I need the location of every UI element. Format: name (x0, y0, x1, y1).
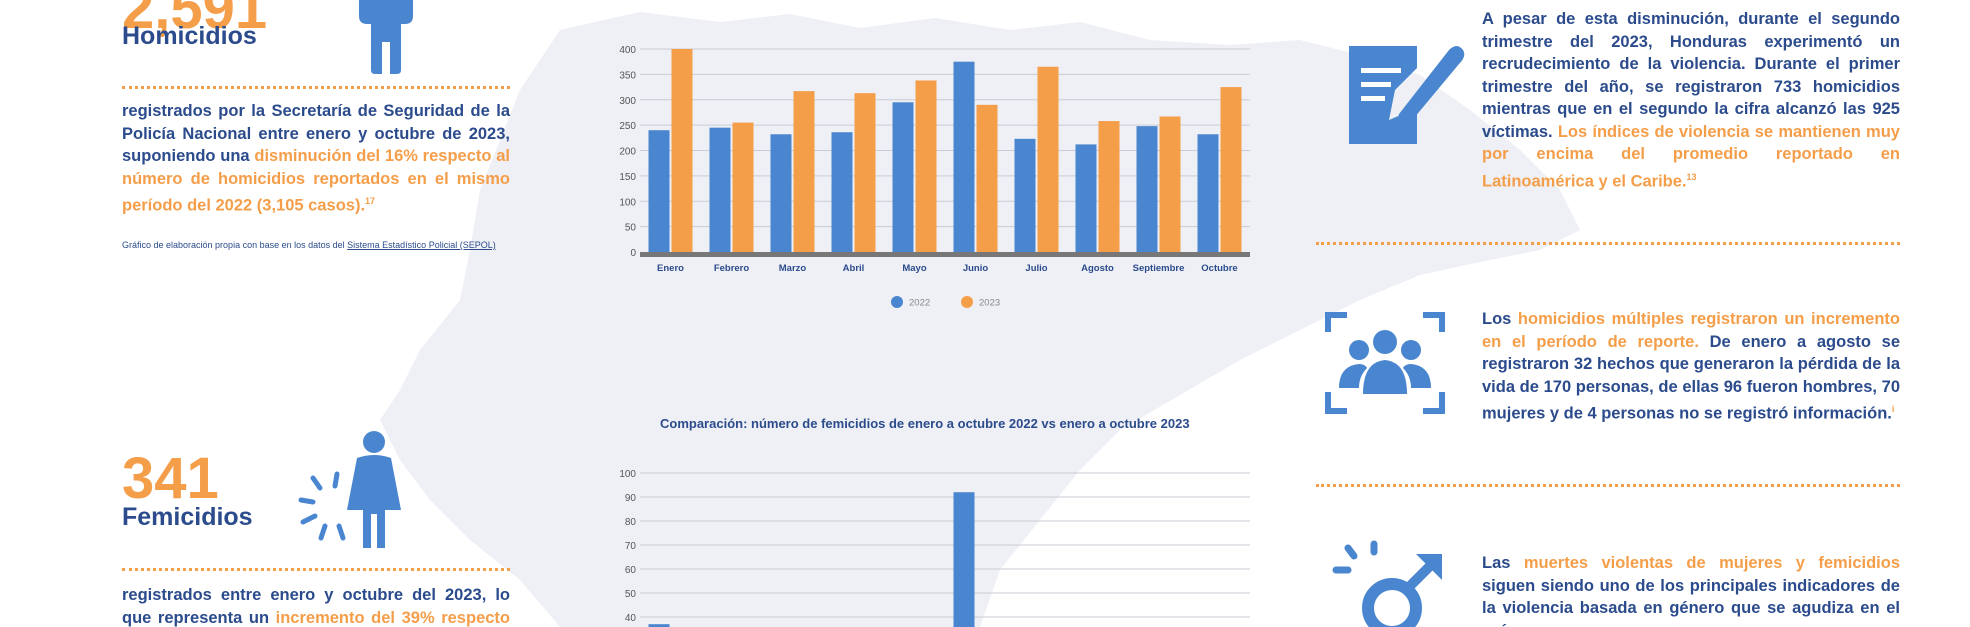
legend-label-2022: 2022 (909, 298, 930, 309)
bar-2023-septiembre (1159, 116, 1181, 252)
homicidios-number: 2,591 (122, 0, 268, 41)
femicidios-text: registrados entre enero y octubre del 20… (122, 586, 510, 627)
bar-2023-febrero (732, 122, 754, 253)
x-tick-label: Septiembre (1133, 263, 1185, 274)
x-tick-label: Enero (657, 263, 684, 274)
bar-2022-octubre (1197, 134, 1219, 252)
chart-source: Gráfico de elaboración propia con base e… (122, 240, 496, 250)
homicidios-label: Homicidios (122, 22, 257, 50)
y-tick-label: 50 (625, 223, 637, 234)
y-tick-label: 250 (619, 121, 636, 132)
x-tick-label: Mayo (902, 263, 926, 274)
bar-2022-junio (953, 61, 975, 252)
femicidio-bar (648, 624, 670, 627)
divider-right-1 (1316, 242, 1900, 245)
gender-symbol-icon (1332, 540, 1442, 627)
document-pen-icon (1349, 46, 1465, 144)
femicidios-label: Femicidios (122, 503, 253, 531)
bar-2022-febrero (709, 127, 731, 252)
homicidios-bar-chart: 0 50 100 150 200 250 300 350 400 Enero Febrero Marz… (619, 45, 1250, 309)
y-tick-label: 60 (625, 565, 637, 576)
y-tick-label: 400 (619, 45, 636, 56)
legend-marker-2022 (891, 296, 903, 308)
bar-2023-agosto (1098, 121, 1120, 252)
x-tick-label: Abril (843, 263, 865, 274)
bar-2022-mayo (892, 102, 914, 252)
homicidios-text: registrados por la Secretaría de Segurid… (122, 102, 510, 215)
right-paragraph-3: Las muertes violentas de mujeres y femic… (1482, 554, 1900, 627)
y-tick-label: 90 (625, 493, 637, 504)
bar-2023-julio (1037, 66, 1059, 252)
bar-2023-octubre (1220, 87, 1242, 252)
femicidios-number: 341 (122, 446, 219, 511)
y-tick-label: 70 (625, 541, 637, 552)
x-tick-label: Octubre (1201, 263, 1237, 274)
divider-femicidios (122, 568, 510, 571)
chart2-title: Comparación: número de femicidios de ene… (660, 416, 1190, 431)
x-axis-line (640, 252, 1250, 257)
bar-2022-agosto (1075, 144, 1097, 252)
bar-2022-julio (1014, 138, 1036, 252)
y-tick-label: 50 (625, 589, 637, 600)
femicidio-bar (953, 492, 975, 627)
x-tick-label: Julio (1025, 263, 1047, 274)
bar-2023-mayo (915, 80, 937, 252)
divider-homicidios (122, 86, 510, 89)
y-tick-label: 350 (619, 70, 636, 81)
sepol-link[interactable]: Sistema Estadístico Policial (SEPOL) (347, 240, 496, 250)
man-icon (359, 0, 413, 74)
bar-2022-marzo (770, 134, 792, 252)
divider-right-2 (1316, 484, 1900, 487)
bar-2022-enero (648, 130, 670, 252)
legend-marker-2023 (961, 296, 973, 308)
y-tick-label: 200 (619, 147, 636, 158)
y-tick-label: 40 (625, 613, 637, 624)
bar-2023-junio (976, 104, 998, 252)
y-tick-label: 80 (625, 517, 637, 528)
legend-label-2023: 2023 (979, 298, 1000, 309)
y-tick-label: 150 (619, 172, 636, 183)
right-paragraph-1: A pesar de esta disminución, durante el … (1482, 10, 1900, 190)
woman-violence-icon (298, 431, 401, 548)
x-tick-label: Junio (963, 263, 989, 274)
x-tick-label: Febrero (714, 263, 750, 274)
x-tick-label: Agosto (1081, 263, 1114, 274)
femicidios-bar-chart: 40 50 60 70 80 90 100 (619, 469, 1250, 627)
bar-2022-abril (831, 132, 853, 252)
y-tick-label: 100 (619, 469, 636, 480)
bar-2023-abril (854, 93, 876, 252)
group-people-icon (1325, 312, 1445, 414)
bar-2023-enero (671, 49, 693, 252)
right-paragraph-2: Los homicidios múltiples registraron un … (1482, 310, 1900, 423)
y-tick-label: 0 (630, 248, 636, 259)
y-tick-label: 300 (619, 96, 636, 107)
y-tick-label: 100 (619, 197, 636, 208)
x-tick-label: Marzo (779, 263, 807, 274)
bar-2023-marzo (793, 91, 815, 252)
bar-2022-septiembre (1136, 126, 1158, 252)
